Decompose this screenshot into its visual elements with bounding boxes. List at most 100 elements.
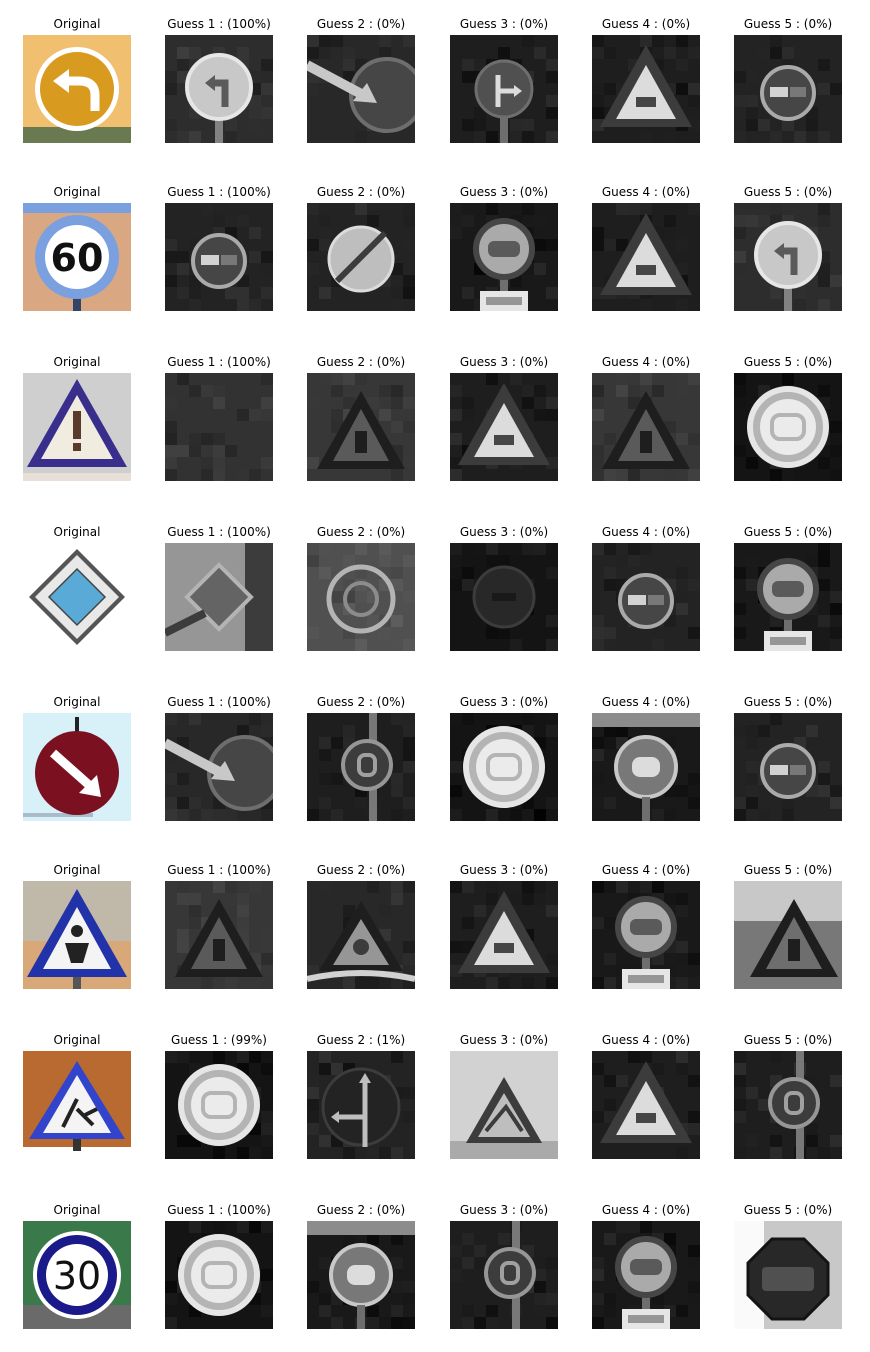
guess-title: Guess 2 : (0%): [316, 1203, 406, 1217]
guess-sign-image: [734, 1221, 842, 1329]
straight-or-left-image: [307, 1051, 415, 1159]
guess-title: Guess 5 : (0%): [743, 1203, 833, 1217]
turn-left-only-image: [734, 203, 842, 311]
no-passing-image: [734, 35, 842, 143]
guess-title: Guess 5 : (0%): [743, 525, 833, 539]
guess-title: Guess 5 : (0%): [743, 17, 833, 31]
guess-sign-image: [592, 1051, 700, 1159]
warning-triangle-image: [450, 373, 558, 481]
guess-sign-image: [165, 713, 273, 821]
original-sign-image: 60: [23, 203, 131, 311]
no-passing-image: [165, 203, 273, 311]
keep-right-image: [307, 35, 415, 143]
speed-limit-plate-image: [592, 881, 700, 989]
warning-dark-image: [307, 373, 415, 481]
original-sign-image: [23, 373, 131, 481]
original-sign-image: [23, 543, 131, 651]
guess-title: Guess 5 : (0%): [743, 185, 833, 199]
sign-number-text: 30: [53, 1254, 101, 1298]
guess-title: Guess 3 : (0%): [459, 355, 549, 369]
guess-sign-image: [307, 1051, 415, 1159]
guess-sign-image: [592, 35, 700, 143]
speed-limit-plate-image: [592, 1221, 700, 1329]
guess-title: Guess 3 : (0%): [459, 695, 549, 709]
straight-or-right-image: [450, 35, 558, 143]
original-sign-image: [23, 713, 131, 821]
guess-title: Guess 1 : (100%): [167, 1203, 271, 1217]
guess-title: Guess 3 : (0%): [459, 525, 549, 539]
no-passing-image: [734, 713, 842, 821]
guess-title: Guess 3 : (0%): [459, 863, 549, 877]
guess-sign-image: [734, 373, 842, 481]
original-title: Original: [53, 863, 101, 877]
warning-triangle-image: [450, 881, 558, 989]
warning-noisy-image: [307, 881, 415, 989]
guess-sign-image: [450, 35, 558, 143]
turn-left-only-image: [165, 35, 273, 143]
guess-title: Guess 1 : (100%): [167, 17, 271, 31]
speed-20-image: [450, 1221, 558, 1329]
guess-sign-image: [307, 373, 415, 481]
guess-title: Guess 1 : (100%): [167, 185, 271, 199]
keep-right-image: [165, 713, 273, 821]
guess-sign-image: [165, 1051, 273, 1159]
guess-title: Guess 2 : (0%): [316, 17, 406, 31]
no-passing-image: [592, 543, 700, 651]
original-title: Original: [53, 17, 101, 31]
original-title: Original: [53, 1203, 101, 1217]
guess-sign-image: [450, 543, 558, 651]
warning-light-image: [450, 1051, 558, 1159]
guess-title: Guess 4 : (0%): [601, 17, 691, 31]
speed-30-gray-image: [734, 373, 842, 481]
guess-sign-image: [450, 713, 558, 821]
original-title: Original: [53, 695, 101, 709]
warning-triangle-image: [592, 1051, 700, 1159]
guess-sign-image: [592, 881, 700, 989]
original-title: Original: [53, 355, 101, 369]
guess-sign-image: [734, 881, 842, 989]
guess-sign-image: [450, 881, 558, 989]
guess-title: Guess 2 : (1%): [316, 1033, 406, 1047]
guess-title: Guess 1 : (100%): [167, 525, 271, 539]
guess-title: Guess 2 : (0%): [316, 185, 406, 199]
pedestrian-triangle-image: [23, 881, 131, 989]
warning-triangle-image: [592, 35, 700, 143]
guess-title: Guess 4 : (0%): [601, 1033, 691, 1047]
speed-limit-plate-image: [734, 543, 842, 651]
guess-sign-image: [307, 543, 415, 651]
guess-title: Guess 4 : (0%): [601, 185, 691, 199]
general-caution-image: [23, 373, 131, 481]
dark-circle-image: [450, 543, 558, 651]
original-sign-image: [23, 35, 131, 143]
guess-sign-image: [165, 35, 273, 143]
general-caution-image: [165, 373, 273, 481]
priority-gray-image: [165, 543, 273, 651]
priority-road-image: [23, 543, 131, 651]
speed-60-image: 60: [23, 203, 131, 311]
guess-sign-image: [734, 1051, 842, 1159]
guess-title: Guess 4 : (0%): [601, 525, 691, 539]
guess-sign-image: [450, 1051, 558, 1159]
guess-sign-image: [307, 203, 415, 311]
guess-sign-image: [307, 713, 415, 821]
guess-sign-image: [592, 373, 700, 481]
guess-title: Guess 4 : (0%): [601, 1203, 691, 1217]
guess-sign-image: [165, 373, 273, 481]
guess-title: Guess 5 : (0%): [743, 695, 833, 709]
guess-sign-image: [592, 713, 700, 821]
guess-sign-image: [734, 543, 842, 651]
guess-sign-image: [734, 35, 842, 143]
guess-title: Guess 5 : (0%): [743, 863, 833, 877]
guess-title: Guess 1 : (100%): [167, 695, 271, 709]
guess-sign-image: [734, 203, 842, 311]
guess-title: Guess 2 : (0%): [316, 695, 406, 709]
guess-sign-image: [734, 713, 842, 821]
guess-sign-image: [307, 35, 415, 143]
original-sign-image: [23, 1051, 131, 1159]
guess-title: Guess 3 : (0%): [459, 1203, 549, 1217]
guess-title: Guess 2 : (0%): [316, 355, 406, 369]
guess-title: Guess 2 : (0%): [316, 863, 406, 877]
guess-sign-image: [165, 1221, 273, 1329]
guess-sign-image: [592, 543, 700, 651]
guess-title: Guess 1 : (100%): [167, 863, 271, 877]
